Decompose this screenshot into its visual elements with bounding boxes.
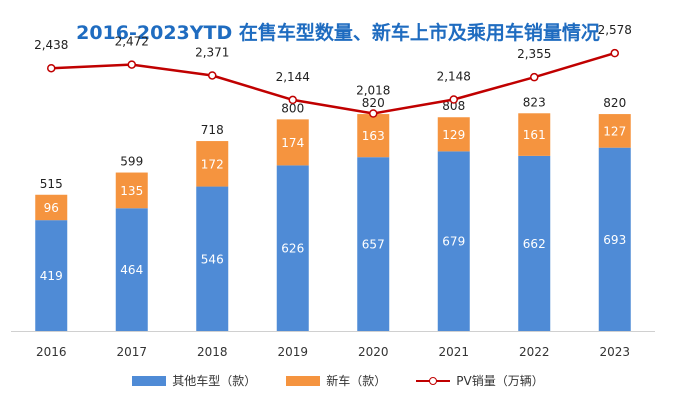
bar-label-new-2019: 174 [281, 136, 304, 150]
pv-sales-label-2016: 2,438 [34, 38, 68, 52]
x-tick-label-2016: 2016 [36, 345, 67, 359]
bar-label-other-2022: 662 [523, 237, 546, 251]
legend-item-other-models: 其他车型（款） [132, 372, 256, 389]
legend: 其他车型（款） 新车（款） PV销量（万辆） [0, 372, 676, 389]
pv-sales-label-2017: 2,472 [115, 35, 149, 49]
bar-label-new-2021: 129 [442, 128, 465, 142]
legend-label-pv-sales: PV销量（万辆） [456, 374, 544, 388]
bar-total-label-2021: 808 [442, 99, 465, 113]
pv-sales-line [51, 51, 616, 115]
bar-new-2021 [437, 117, 470, 152]
bar-other-2017 [115, 208, 148, 331]
pv-sales-label-2022: 2,355 [517, 47, 551, 61]
x-tick-label-2018: 2018 [197, 345, 228, 359]
bar-new-2022 [518, 113, 551, 156]
bar-label-new-2018: 172 [201, 157, 224, 171]
bar-total-label-2018: 718 [201, 123, 224, 137]
bar-label-other-2019: 626 [281, 242, 304, 256]
bar-other-2018 [196, 186, 229, 331]
bar-other-2016 [35, 220, 68, 331]
bar-new-2020 [357, 114, 390, 158]
legend-label-new-models: 新车（款） [326, 374, 387, 388]
pv-sales-point-2021 [449, 95, 458, 104]
x-tick-label-2020: 2020 [358, 345, 389, 359]
legend-item-new-models: 新车（款） [286, 372, 386, 389]
bar-other-2023 [598, 147, 631, 331]
bar-total-label-2016: 515 [40, 177, 63, 191]
bar-label-other-2021: 679 [442, 235, 465, 249]
legend-swatch-other-models [132, 375, 167, 386]
bar-label-other-2020: 657 [362, 238, 385, 252]
x-tick-label-2019: 2019 [277, 345, 308, 359]
pv-sales-point-2020 [369, 109, 378, 118]
legend-swatch-pv-sales [416, 376, 451, 386]
pv-sales-point-2017 [127, 60, 136, 69]
legend-label-other-models: 其他车型（款） [172, 374, 257, 388]
bar-other-2020 [357, 157, 390, 331]
pv-sales-label-2023: 2,578 [598, 23, 632, 37]
pv-sales-point-2016 [47, 63, 56, 73]
bar-total-label-2022: 823 [523, 95, 546, 109]
bar-label-other-2016: 419 [40, 269, 63, 283]
pv-sales-point-2022 [530, 72, 539, 82]
bar-label-other-2018: 546 [201, 252, 224, 266]
legend-item-pv-sales: PV销量（万辆） [416, 372, 544, 389]
pv-sales-label-2020: 2,018 [356, 84, 390, 98]
bar-new-2017 [115, 172, 148, 209]
pv-sales-label-2021: 2,148 [437, 69, 471, 83]
bar-label-new-2016: 96 [44, 201, 59, 215]
x-tick-label-2017: 2017 [116, 345, 147, 359]
bar-new-2016 [35, 194, 68, 221]
x-tick-label-2023: 2023 [599, 345, 630, 359]
bar-total-label-2019: 800 [281, 101, 304, 115]
bar-new-2023 [598, 114, 631, 148]
pv-sales-label-2018: 2,371 [195, 45, 229, 59]
pv-sales-point-2019 [288, 95, 297, 105]
bar-new-2019 [276, 119, 309, 166]
bar-label-new-2017: 135 [120, 184, 143, 198]
bar-label-new-2022: 161 [523, 128, 546, 142]
bar-other-2021 [437, 151, 470, 331]
x-tick-label-2021: 2021 [438, 345, 469, 359]
pv-sales-point-2018 [208, 71, 217, 80]
bar-total-label-2023: 820 [603, 96, 626, 110]
pv-sales-label-2019: 2,144 [276, 70, 310, 84]
bar-new-2018 [196, 141, 229, 187]
legend-swatch-new-models [286, 375, 321, 386]
bar-total-label-2020: 820 [362, 96, 385, 110]
bar-label-new-2023: 127 [603, 124, 626, 138]
bar-label-new-2020: 163 [362, 129, 385, 143]
bar-total-label-2017: 599 [120, 155, 143, 169]
pv-sales-point-2023 [610, 48, 619, 58]
chart-title: 2016-2023YTD 在售车型数量、新车上市及乘用车销量情况 [76, 22, 600, 44]
bar-label-other-2023: 693 [603, 233, 626, 247]
bar-label-other-2017: 464 [120, 263, 143, 277]
bar-other-2019 [276, 165, 309, 331]
bar-other-2022 [518, 155, 551, 331]
x-tick-label-2022: 2022 [519, 345, 550, 359]
